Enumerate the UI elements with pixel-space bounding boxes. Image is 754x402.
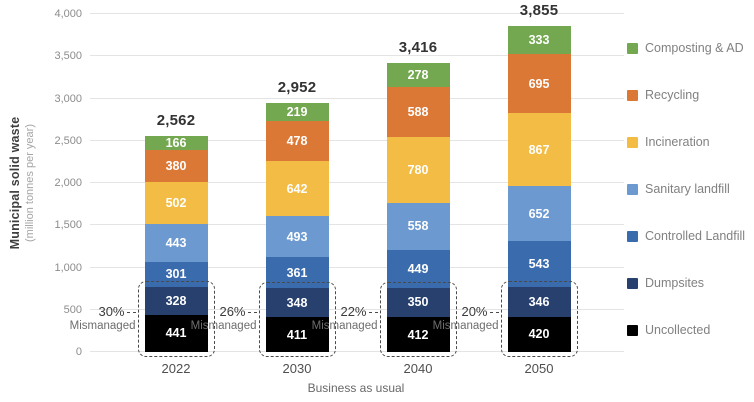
legend-label-recycling: Recycling: [645, 88, 700, 102]
bar-segment-sanitary-landfill-2040: 558: [386, 202, 450, 250]
bar-segment-uncollected-2030: 411: [265, 317, 329, 352]
x-axis-title: Business as usual: [307, 381, 405, 395]
bar-segment-incineration-2022: 502: [144, 181, 208, 225]
bar-segment-controlled-landfill-2022: 301: [144, 261, 208, 288]
legend-label-controlled-landfill: Controlled Landfill: [645, 229, 746, 243]
y-tick-4000: 4,000: [54, 8, 82, 20]
gridline-3500: [90, 55, 624, 57]
annotation-connector: [368, 312, 378, 314]
mismanaged-pct-2030: 26%: [165, 304, 257, 319]
legend-item-recycling: Recycling: [627, 88, 745, 102]
mismanaged-pct-2050: 20%: [407, 304, 499, 319]
y-tick-500: 500: [63, 303, 82, 316]
mismanaged-bracket-2022: [137, 281, 215, 357]
y-tick-2500: 2,500: [54, 134, 82, 147]
bar-segment-recycling-2040: 588: [386, 86, 450, 137]
legend-item-sanitary-landfill: Sanitary landfill: [627, 182, 745, 196]
gridline-0: [90, 351, 624, 352]
y-tick-3000: 3,000: [54, 92, 82, 105]
gridline-2500: [90, 139, 624, 141]
annotation-connector: [247, 312, 257, 314]
y-tick-2000: 2,000: [54, 177, 82, 189]
bar-segment-composting-ad-2030: 219: [265, 102, 329, 122]
bar-segment-composting-ad-2050: 333: [507, 26, 571, 55]
legend-swatch-dumpsites: [627, 277, 638, 289]
legend-swatch-sanitary-landfill: [627, 183, 638, 195]
bar-segment-sanitary-landfill-2050: 652: [507, 186, 571, 242]
bar-segment-controlled-landfill-2050: 543: [507, 241, 571, 288]
bar-segment-uncollected-2040: 412: [386, 317, 450, 352]
gridline-500: [90, 308, 624, 310]
mismanaged-bracket-2040: [379, 281, 457, 357]
legend-item-dumpsites: Dumpsites: [627, 276, 745, 290]
mismanaged-label-2022: Mismanaged: [69, 320, 136, 332]
x-tick-2040: 2040: [403, 361, 433, 376]
y-tick-1000: 1,000: [54, 261, 82, 274]
legend-swatch-recycling: [627, 89, 638, 101]
bar-segment-sanitary-landfill-2030: 493: [265, 215, 329, 258]
bar-segment-dumpsites-2050: 346: [507, 287, 571, 317]
legend-item-incineration: Incineration: [627, 135, 745, 149]
legend-swatch-uncollected: [627, 324, 638, 336]
gridline-1500: [90, 224, 624, 226]
y-tick-1500: 1,500: [54, 219, 82, 232]
bar-segment-uncollected-2022: 441: [144, 314, 208, 352]
gridline-4000: [90, 13, 624, 14]
gridline-1000: [90, 266, 624, 268]
mismanaged-label-2030: Mismanaged: [190, 320, 257, 333]
mismanaged-annotation-2050: 20% Mismanaged: [407, 304, 499, 333]
legend-swatch-controlled-landfill: [627, 230, 638, 242]
legend: Composting & AD Recycling Incineration Sani…: [627, 41, 745, 337]
mismanaged-bracket-2050: [500, 281, 578, 357]
y-tick-0: 0: [75, 346, 82, 358]
mismanaged-annotation-2022: 30% Mismanaged: [44, 304, 136, 333]
legend-label-composting-ad: Composting & AD: [645, 41, 744, 55]
x-tick-2050: 2050: [524, 361, 554, 376]
annotation-connector: [126, 312, 136, 313]
plot-area: 0 500 1,000 1,500 2,000 2,500 3,000 3,500 4,000 4…: [54, 2, 624, 358]
legend-label-sanitary-landfill: Sanitary landfill: [645, 182, 730, 196]
bar-segment-incineration-2050: 867: [507, 113, 571, 187]
bar-segment-dumpsites-2030: 348: [265, 287, 329, 318]
gridline-3000: [90, 97, 624, 99]
bar-segment-incineration-2030: 642: [265, 161, 329, 216]
mismanaged-label-2040: Mismanaged: [311, 320, 378, 333]
annotation-connector: [489, 312, 499, 314]
x-tick-2030: 2030: [282, 361, 312, 376]
bar-segment-dumpsites-2040: 350: [386, 287, 450, 318]
bar-total-2050: 3,855: [519, 2, 559, 20]
legend-swatch-composting-ad: [627, 42, 638, 54]
gridline-2000: [90, 182, 624, 183]
bar-total-2040: 3,416: [398, 39, 438, 57]
bar-segment-sanitary-landfill-2022: 443: [144, 224, 208, 262]
bar-total-2022: 2,562: [156, 111, 196, 129]
y-tick-3500: 3,500: [54, 50, 82, 63]
x-tick-2022: 2022: [161, 361, 191, 376]
bar-segment-recycling-2030: 478: [265, 121, 329, 162]
legend-label-dumpsites: Dumpsites: [645, 276, 705, 290]
mismanaged-bracket-2030: [258, 281, 336, 357]
mismanaged-annotation-2040: 22% Mismanaged: [286, 304, 378, 333]
legend-swatch-incineration: [627, 136, 638, 148]
mismanaged-pct-2022: 30%: [44, 304, 136, 319]
legend-item-uncollected: Uncollected: [627, 323, 745, 337]
bar-segment-composting-ad-2022: 166: [144, 135, 208, 150]
bar-segment-recycling-2050: 695: [507, 54, 571, 114]
y-axis-title-main: Municipal solid waste: [8, 116, 22, 250]
legend-label-incineration: Incineration: [645, 135, 710, 149]
bar-segment-uncollected-2050: 420: [507, 316, 571, 352]
mismanaged-pct-2040: 22%: [286, 304, 378, 319]
mismanaged-label-2050: Mismanaged: [432, 320, 499, 333]
legend-item-controlled-landfill: Controlled Landfill: [627, 229, 745, 243]
legend-label-uncollected: Uncollected: [645, 323, 711, 337]
bar-total-2030: 2,952: [277, 78, 317, 96]
bar-segment-recycling-2022: 380: [144, 149, 208, 182]
bar-segment-dumpsites-2022: 328: [144, 287, 208, 315]
bar-segment-incineration-2040: 780: [386, 136, 450, 203]
bar-segment-composting-ad-2040: 278: [386, 63, 450, 87]
legend-item-composting-ad: Composting & AD: [627, 41, 745, 55]
bar-segment-controlled-landfill-2040: 449: [386, 249, 450, 288]
mismanaged-annotation-2030: 26% Mismanaged: [165, 304, 257, 333]
